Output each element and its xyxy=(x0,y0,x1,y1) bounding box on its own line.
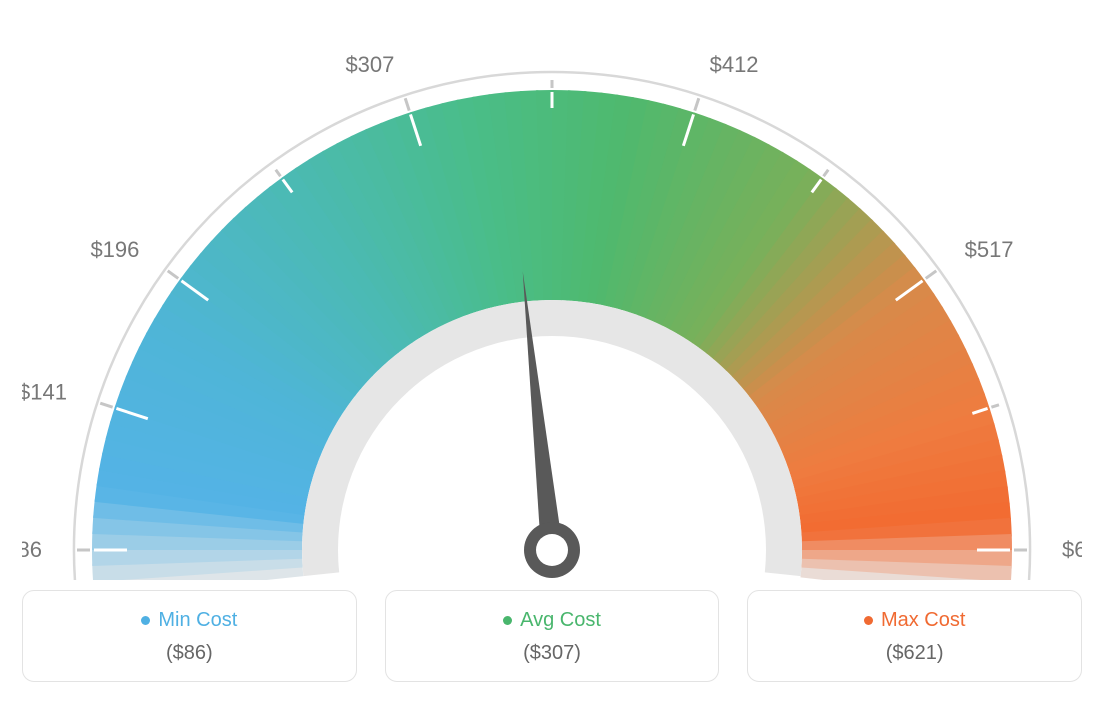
gauge-tick-label: $621 xyxy=(1062,537,1082,562)
gauge-tick-label: $86 xyxy=(22,537,42,562)
cost-summary-cards: Min Cost ($86) Avg Cost ($307) Max Cost … xyxy=(22,590,1082,682)
min-cost-card: Min Cost ($86) xyxy=(22,590,357,682)
max-cost-label: Max Cost xyxy=(881,609,965,632)
avg-cost-card: Avg Cost ($307) xyxy=(385,590,720,682)
max-cost-value: ($621) xyxy=(758,642,1071,665)
gauge-tick-label: $412 xyxy=(710,52,759,77)
max-dot-icon xyxy=(864,616,873,625)
avg-cost-value: ($307) xyxy=(396,642,709,665)
avg-cost-label: Avg Cost xyxy=(520,609,601,632)
cost-gauge: $86 $141 $196 $307 $412 $517 $621 xyxy=(22,20,1082,580)
gauge-tick-label: $141 xyxy=(22,379,67,404)
gauge-tick-label: $196 xyxy=(90,237,139,262)
min-cost-value: ($86) xyxy=(33,642,346,665)
gauge-tick-label: $517 xyxy=(965,237,1014,262)
gauge-tick-label: $307 xyxy=(345,52,394,77)
min-cost-label: Min Cost xyxy=(158,609,237,632)
min-dot-icon xyxy=(141,616,150,625)
avg-dot-icon xyxy=(503,616,512,625)
max-cost-card: Max Cost ($621) xyxy=(747,590,1082,682)
